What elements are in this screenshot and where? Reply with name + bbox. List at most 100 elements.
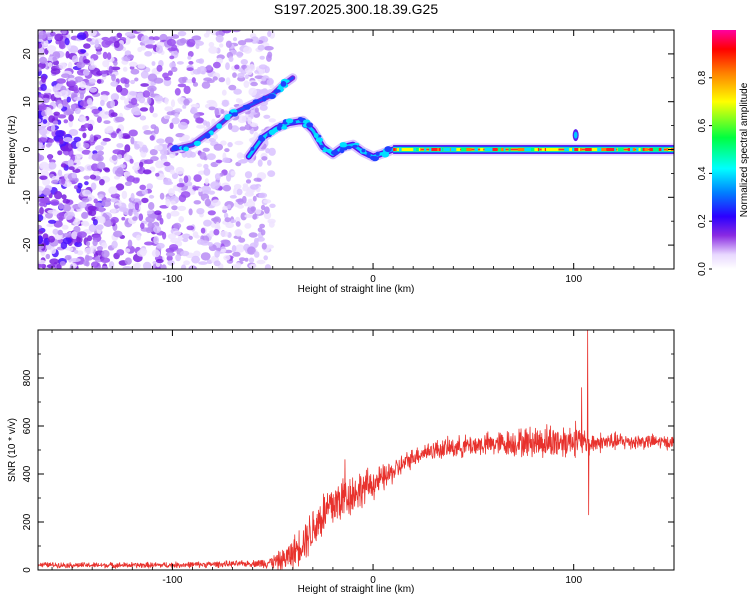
spectrogram-carrier-speckle: [652, 148, 659, 151]
spectrogram-noise-blob: [154, 126, 159, 135]
spectrogram-noise-blob: [240, 59, 248, 65]
spectrogram-noise-blob: [267, 170, 276, 178]
spectrogram-noise-blob: [261, 156, 268, 161]
spectrogram-noise-blob: [176, 183, 185, 188]
spectrogram-noise-blob: [203, 163, 209, 170]
spectrogram-noise-blob: [182, 104, 187, 109]
spectrogram-noise-blob: [110, 93, 120, 101]
spectrogram-noise-blob: [46, 264, 56, 269]
spectrogram-noise-blob: [191, 35, 202, 41]
spectrogram-noise-blob: [165, 252, 175, 257]
spectrogram-noise-blob: [228, 84, 237, 91]
spectrogram-noise-blob: [187, 55, 192, 60]
spectrogram-noise-blob: [58, 62, 67, 70]
snr-series-line: [38, 330, 674, 570]
spectrogram-carrier-speckle: [640, 148, 643, 151]
spectrogram-noise-blob: [214, 173, 221, 181]
spectrogram-noise-blob: [207, 79, 215, 83]
spectrogram-noise-blob: [50, 247, 57, 254]
spectrogram-noise-blob: [134, 143, 140, 150]
spectrogram-noise-blob: [41, 110, 46, 117]
spectrogram-noise-blob: [75, 141, 82, 148]
spectrogram-noise-blob: [97, 194, 104, 199]
spectrogram-noise-blob: [244, 74, 249, 80]
spectrogram-noise-blob: [169, 55, 175, 60]
spectrogram-noise-blob: [243, 80, 250, 88]
spectrogram-noise-blob: [214, 250, 220, 258]
spectrogram-noise-blob: [127, 54, 135, 60]
spectrogram-noise-blob: [215, 159, 223, 164]
spectrogram-noise-blob: [220, 109, 225, 114]
spectrogram-noise-blob: [147, 97, 152, 105]
spectrogram-noise-blob: [67, 159, 74, 166]
spectrogram-noise-blob: [230, 170, 236, 176]
spectrogram-noise-blob: [167, 70, 173, 76]
spectrogram-noise-blob: [142, 169, 152, 175]
spectrogram-noise-blob: [208, 41, 215, 48]
spectrogram-noise-blob: [170, 210, 180, 217]
spectrogram-noise-blob: [168, 188, 175, 197]
spectrogram-carrier-speckle: [424, 148, 427, 151]
spectrogram-noise-blob: [50, 124, 56, 132]
spectrogram-carrier-speckle: [397, 148, 400, 151]
spectrogram-noise-blob: [163, 161, 171, 167]
spectrogram-noise-blob: [111, 73, 116, 82]
spectrogram-noise-blob: [171, 66, 178, 72]
spectrogram-noise-blob: [255, 208, 262, 215]
spectrogram-carrier-speckle: [564, 148, 571, 151]
spectrogram-noise-blob: [100, 141, 107, 146]
spectrogram-noise-blob: [57, 119, 62, 125]
spectrogram-noise-blob: [167, 233, 176, 240]
spectrogram-noise-blob: [60, 163, 67, 168]
spectrogram-noise-blob: [83, 142, 90, 149]
spectrogram-noise-blob: [145, 44, 156, 49]
spectrogram-noise-blob: [82, 189, 92, 197]
spectrogram-noise-blob: [253, 177, 262, 182]
spectrogram-noise-blob: [237, 40, 247, 46]
spectrogram-noise-blob: [73, 136, 82, 142]
spectrogram-y-tick-label: 20: [22, 48, 33, 60]
spectrogram-noise-blob: [77, 201, 87, 209]
spectrogram-noise-blob: [88, 64, 96, 70]
spectrogram-noise-blob: [183, 260, 191, 266]
spectrogram-noise-blob: [143, 125, 149, 130]
spectrogram-noise-blob: [155, 172, 160, 177]
spectrogram-carrier-speckle: [455, 148, 461, 151]
spectrogram-noise-blob: [62, 198, 71, 204]
spectrogram-noise-blob: [224, 148, 230, 153]
spectrogram-noise-blob: [101, 242, 108, 249]
spectrogram-noise-blob: [48, 138, 55, 143]
spectrogram-noise-blob: [233, 187, 238, 196]
spectrogram-noise-blob: [99, 216, 106, 224]
spectrogram-noise-blob: [39, 207, 44, 215]
spectrogram-noise-blob: [164, 106, 174, 112]
spectrogram-noise-blob: [204, 178, 209, 185]
spectrogram-noise-blob: [215, 222, 220, 229]
spectrogram-noise-blob: [241, 195, 247, 204]
spectrogram-noise-blob: [238, 237, 246, 243]
spectrogram-noise-blob: [110, 112, 118, 117]
spectrogram-noise-blob: [73, 225, 81, 233]
spectrogram-ridge-blob: [242, 104, 249, 108]
spectrogram-noise-blob: [128, 201, 136, 210]
spectrogram-noise-blob: [263, 46, 274, 51]
spectrogram-noise-blob: [38, 224, 42, 230]
spectrogram-noise-blob: [38, 230, 44, 235]
spectrogram-noise-blob: [59, 261, 66, 266]
spectrogram-noise-blob: [64, 37, 70, 46]
spectrogram-noise-blob: [174, 108, 183, 113]
spectrogram-noise-blob: [269, 84, 275, 89]
spectrogram-ridge-blob: [306, 122, 313, 128]
spectrogram-noise-blob: [137, 63, 146, 69]
spectrogram-noise-blob: [266, 79, 274, 86]
spectrogram-noise-blob: [227, 204, 232, 209]
spectrogram-noise-blob: [234, 140, 244, 146]
spectrogram-noise-blob: [192, 231, 199, 238]
spectrogram-noise-blob: [92, 170, 101, 176]
spectrogram-noise-blob: [59, 90, 69, 97]
spectrogram-noise-blob: [132, 177, 140, 184]
spectrogram-noise-blob: [109, 198, 119, 203]
spectrogram-noise-blob: [54, 33, 64, 42]
spectrogram-noise-blob: [111, 240, 118, 249]
spectrogram-noise-blob: [137, 46, 143, 53]
